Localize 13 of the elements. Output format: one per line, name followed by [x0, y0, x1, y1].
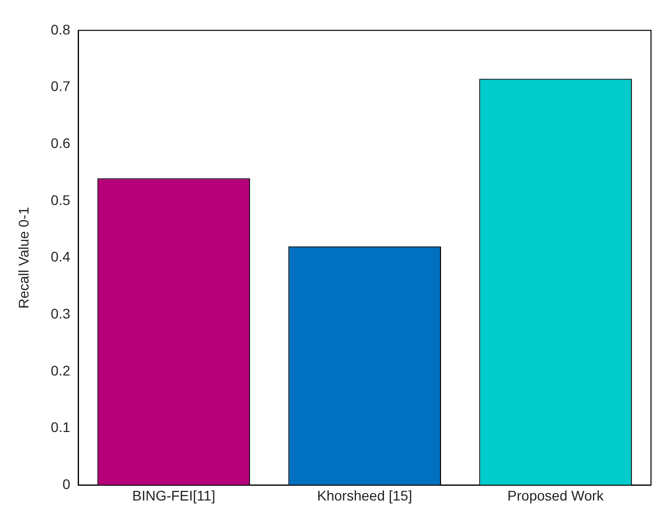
- y-tick-label: 0.4: [50, 248, 70, 265]
- x-tick-label: BING-FEI[11]: [132, 487, 216, 504]
- y-tick-label: 0.6: [50, 134, 70, 151]
- x-tick-label: Khorsheed [15]: [317, 487, 412, 504]
- y-axis-title: Recall Value 0-1: [15, 206, 32, 309]
- y-tick-label: 0.5: [50, 192, 70, 208]
- y-tick-label: 0.1: [50, 419, 70, 436]
- x-tick-label: Proposed Work: [507, 487, 605, 504]
- y-tick-label: 0: [62, 476, 70, 492]
- y-tick-label: 0.3: [50, 306, 70, 322]
- y-tick-label: 0.8: [50, 21, 70, 38]
- y-tick-label: 0.2: [50, 362, 70, 378]
- y-tick-label: 0.7: [50, 78, 70, 94]
